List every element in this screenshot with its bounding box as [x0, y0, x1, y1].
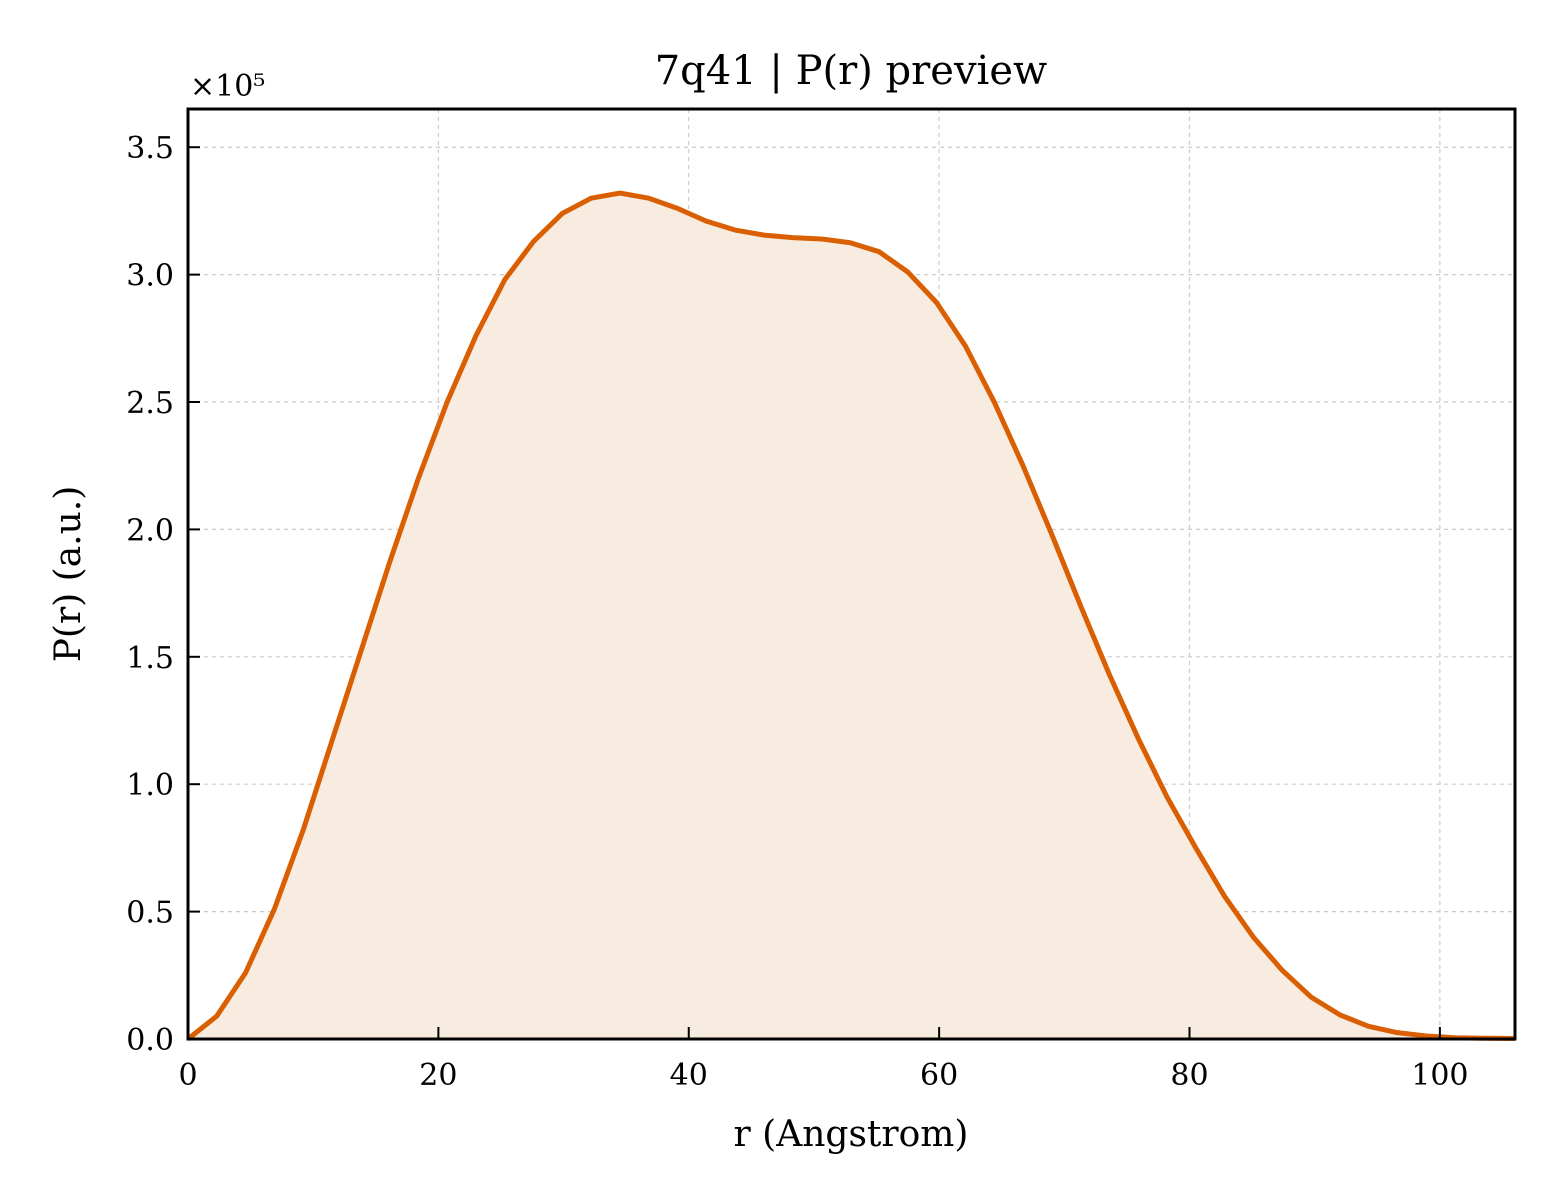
tick-labels-layer: 0 20 40 60 80 100 0.0 0.5 1.0 1.5 2.0 2.5 3.0 3.5: [126, 131, 1468, 1093]
x-axis-label: r (Angstrom): [734, 1114, 969, 1155]
x-tick-label: 100: [1411, 1058, 1468, 1093]
y-tick-label: 3.0: [126, 259, 174, 294]
y-tick-label: 1.5: [126, 641, 174, 676]
y-tick-label: 1.0: [126, 768, 174, 803]
y-offset-label: ×10⁵: [190, 69, 265, 104]
y-tick-label: 0.5: [126, 896, 174, 931]
pr-area-fill: [188, 193, 1515, 1039]
y-tick-label: 2.5: [126, 386, 174, 421]
x-tick-label: 80: [1170, 1058, 1208, 1093]
ticks-layer: [187, 146, 1441, 1040]
chart-title: 7q41 | P(r) preview: [655, 48, 1048, 94]
y-axis-label: P(r) (a.u.): [48, 486, 89, 663]
pr-series-line: [186, 190, 1516, 1041]
y-tick-label: 0.0: [126, 1023, 174, 1058]
plot-frame: [186, 107, 1517, 1041]
line-layer: [186, 190, 1516, 1041]
x-tick-label: 20: [419, 1058, 457, 1093]
x-tick-label: 0: [178, 1058, 197, 1093]
x-tick-label: 40: [670, 1058, 708, 1093]
y-tick-label: 3.5: [126, 131, 174, 166]
x-tick-label: 60: [920, 1058, 958, 1093]
y-tick-label: 2.0: [126, 513, 174, 548]
area-layer: [188, 193, 1515, 1039]
